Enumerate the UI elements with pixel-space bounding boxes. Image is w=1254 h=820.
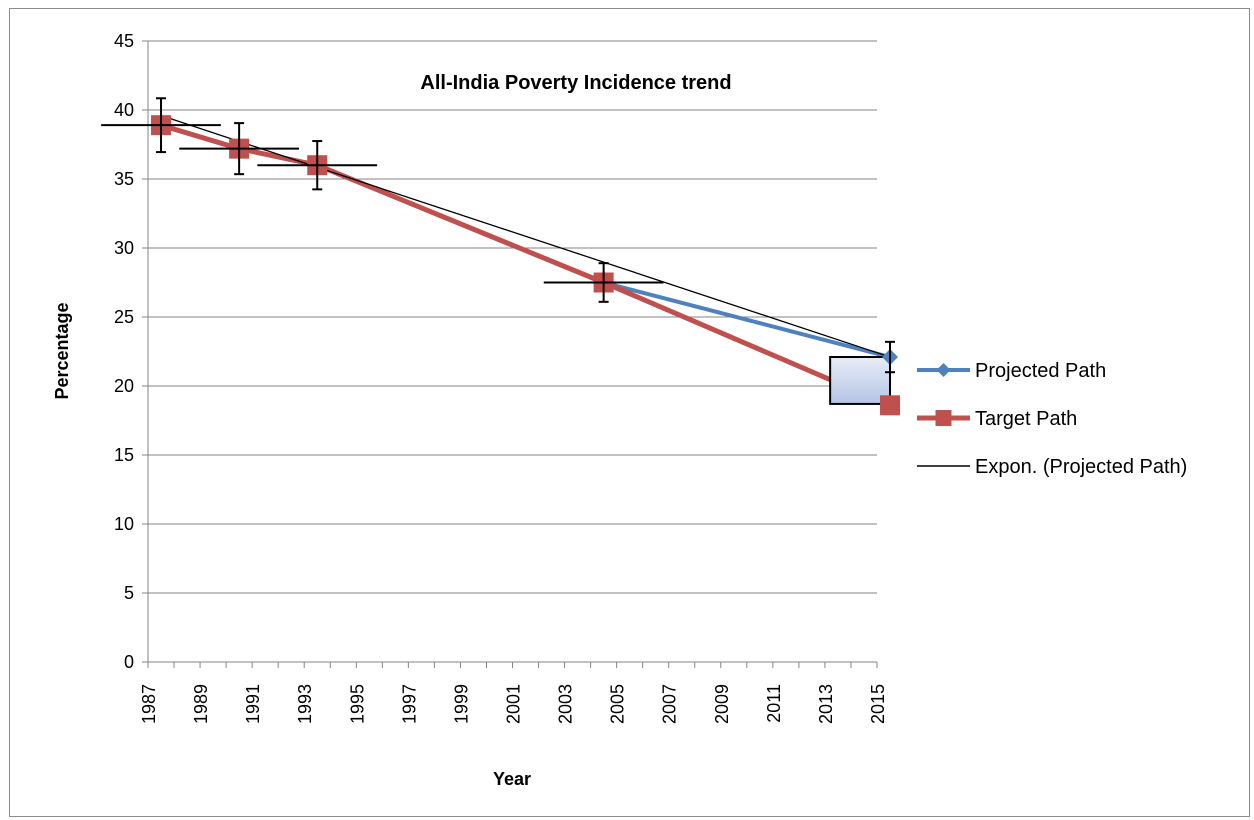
x-tick-label: 2007 bbox=[660, 684, 680, 724]
legend-marker bbox=[935, 410, 952, 426]
x-tick-label: 2015 bbox=[868, 684, 888, 724]
x-tick-label: 1987 bbox=[139, 684, 159, 724]
legend-marker bbox=[936, 363, 951, 377]
x-tick-label: 1989 bbox=[191, 684, 211, 724]
legend-label: Target Path bbox=[975, 408, 1077, 430]
x-tick-label: 2005 bbox=[608, 684, 628, 724]
x-tick-label: 1997 bbox=[399, 684, 419, 724]
markers bbox=[151, 115, 901, 416]
legend-label: Projected Path bbox=[975, 360, 1106, 382]
trendline-expon-projected-path bbox=[160, 114, 891, 358]
y-tick-label: 30 bbox=[114, 238, 134, 258]
x-tick-label: 2003 bbox=[556, 684, 576, 724]
y-tick-label: 10 bbox=[114, 514, 134, 534]
legend-label: Expon. (Projected Path) bbox=[975, 456, 1187, 478]
x-tick-label: 1999 bbox=[451, 684, 471, 724]
legend-target-path: Target Path bbox=[917, 408, 1077, 430]
x-tick-label: 1993 bbox=[295, 684, 315, 724]
x-tick-label: 1995 bbox=[347, 684, 367, 724]
y-tick-label: 35 bbox=[114, 169, 134, 189]
x-tick-label: 2001 bbox=[504, 684, 524, 724]
y-tick-label: 5 bbox=[124, 583, 134, 603]
y-tick-label: 20 bbox=[114, 376, 134, 396]
chart-title: All-India Poverty Incidence trend bbox=[420, 72, 731, 94]
series-line-projected-path bbox=[160, 123, 891, 359]
series bbox=[160, 114, 892, 408]
legend: Projected Path Target Path Expon. (Project… bbox=[917, 360, 1187, 478]
y-axis-title: Percentage bbox=[52, 302, 72, 399]
x-tick-label: 2013 bbox=[816, 684, 836, 724]
gridlines bbox=[148, 40, 877, 594]
target-path-marker bbox=[880, 395, 901, 416]
x-tick-label: 1991 bbox=[243, 684, 263, 724]
y-tick-label: 25 bbox=[114, 307, 134, 327]
y-tick-label: 0 bbox=[124, 652, 134, 672]
legend-projected-path: Projected Path bbox=[917, 360, 1106, 382]
error-bars bbox=[101, 97, 896, 374]
y-tick-label: 40 bbox=[114, 100, 134, 120]
legend-expon-projected-path: Expon. (Projected Path) bbox=[917, 456, 1187, 478]
y-tick-label: 45 bbox=[114, 31, 134, 51]
y-tick-label: 15 bbox=[114, 445, 134, 465]
x-tick-label: 2009 bbox=[712, 684, 732, 724]
series-line-target-path bbox=[160, 122, 892, 408]
x-axis-title: Year bbox=[493, 769, 531, 789]
x-tick-label: 2011 bbox=[764, 684, 784, 723]
axes: 0 5 10 15 20 25 30 35 40 45 1987 1989 1991 1993 1995 19… bbox=[114, 31, 888, 724]
